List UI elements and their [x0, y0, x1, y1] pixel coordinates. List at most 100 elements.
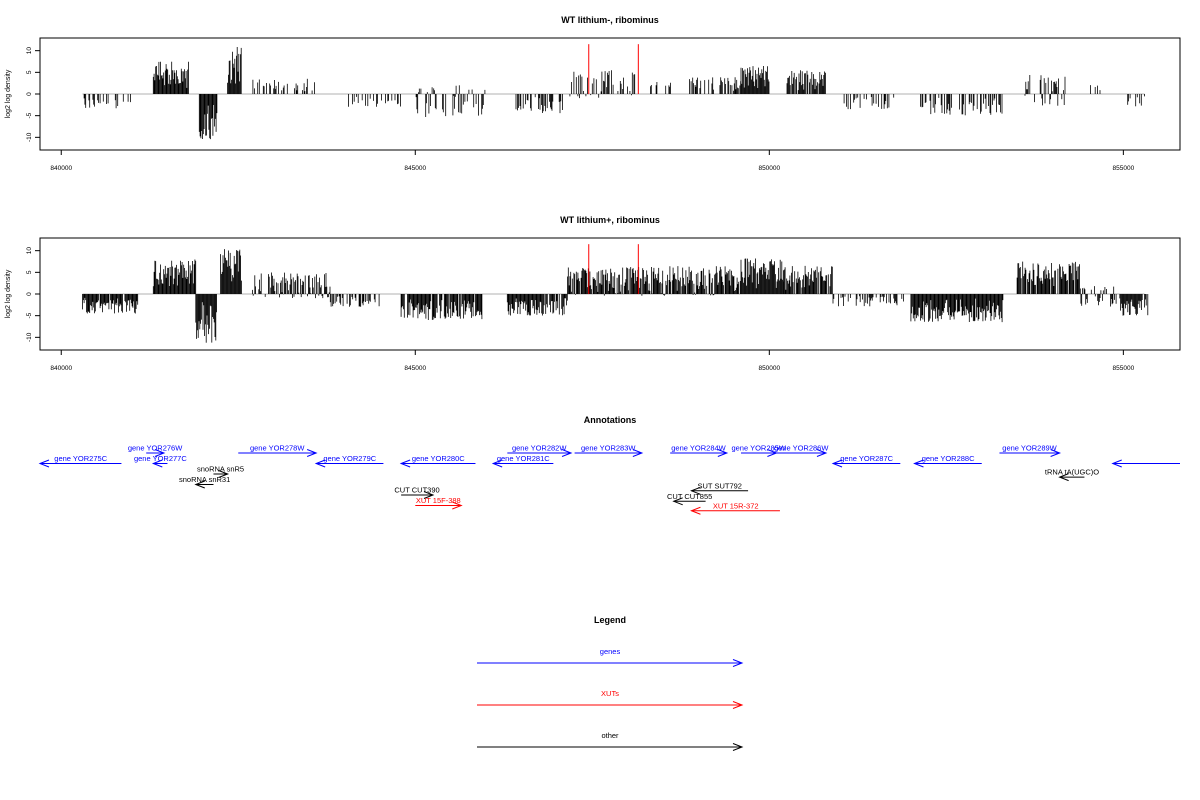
y-tick-label: 5 [26, 270, 33, 274]
panel-title: WT lithium+, ribominus [560, 215, 660, 225]
arrow-head [491, 459, 503, 468]
red-markers [588, 44, 639, 94]
feature-label: snoRNA snR5 [197, 465, 244, 474]
x-tick-label: 845000 [404, 165, 426, 172]
legend-title: Legend [594, 615, 626, 625]
feature-arrow: tRNA tA(UGC)O [1045, 468, 1099, 482]
arrow-head [690, 506, 701, 515]
legend-entry: other [477, 731, 744, 751]
arrow-head [816, 449, 828, 457]
legend-entry: genes [477, 647, 744, 667]
axes: 840000 845000 850000 855000 10 5 0 -5 -10 [26, 247, 1135, 372]
arrow-head [314, 459, 326, 468]
feature-label: CUT CUT855 [667, 492, 712, 501]
legend-label: genes [600, 647, 621, 656]
arrow-head [732, 659, 744, 667]
y-tick-label: 0 [26, 292, 33, 296]
arrow-head [690, 486, 701, 495]
y-tick-label: 5 [26, 70, 33, 74]
arrow-head [672, 497, 683, 506]
feature-arrow: gene YOR278W [238, 444, 318, 457]
feature-label: gene YOR283W [581, 444, 636, 453]
arrow-head [831, 459, 843, 468]
x-tick-label: 855000 [1113, 365, 1135, 372]
feature-label: gene YOR287C [840, 454, 893, 463]
feature-label: tRNA tA(UGC)O [1045, 468, 1099, 477]
feature-arrow: gene YOR286W [774, 444, 829, 457]
arrow-head [306, 449, 318, 457]
feature-arrow: gene YOR277C [134, 454, 187, 468]
annotations-title: Annotations [584, 415, 637, 425]
y-tick-label: -10 [26, 132, 33, 142]
feature-arrow: gene YOR282W [507, 444, 573, 457]
feature-arrow: SUT SUT792 [690, 481, 749, 495]
arrow-head [218, 470, 230, 478]
y-tick-label: -5 [26, 312, 33, 318]
feature-arrow: gene YOR281C [491, 454, 554, 468]
feature-label: gene YOR284W [671, 444, 726, 453]
feature-label: gene YOR279C [323, 454, 376, 463]
feature-arrow: gene YOR275C [38, 454, 122, 468]
legend-entry: XUTs [477, 689, 744, 709]
x-tick-label: 845000 [404, 365, 426, 372]
feature-arrow: snoRNA snR5 [197, 465, 244, 478]
feature-label: snoRNA snR31 [179, 475, 230, 484]
x-tick-label: 850000 [758, 365, 780, 372]
feature-arrow: snoRNA snR31 [179, 475, 230, 489]
arrow-head [423, 491, 435, 499]
feature-arrow: gene YOR283W [574, 444, 644, 457]
coverage-bars [82, 249, 1149, 343]
arrow-head [194, 480, 205, 489]
arrow-head [732, 701, 744, 709]
feature-label: gene YOR277C [134, 454, 187, 463]
y-tick-label: -10 [26, 332, 33, 342]
arrow-head [1058, 473, 1069, 482]
feature-label: gene YOR275C [54, 454, 107, 463]
feature-arrow: gene YOR287C [831, 454, 901, 468]
feature-arrow: XUT 15R-372 [690, 501, 780, 515]
x-tick-label: 840000 [50, 365, 72, 372]
feature-arrow: CUT CUT390 [394, 486, 440, 499]
arrow-head [717, 449, 729, 457]
y-tick-label: 0 [26, 92, 33, 96]
arrow-head [452, 501, 463, 510]
red-markers [588, 244, 639, 294]
arrow-head [399, 459, 411, 468]
feature-label: gene YOR285W [731, 444, 786, 453]
feature-arrow: gene YOR279C [314, 454, 384, 468]
axes: 840000 845000 850000 855000 10 5 0 -5 -10 [26, 47, 1135, 172]
legend-label: XUTs [601, 689, 619, 698]
arrow-head [913, 459, 924, 468]
feature-label: gene YOR280C [412, 454, 465, 463]
feature-label: CUT CUT390 [394, 486, 439, 495]
arrow-head [561, 449, 573, 457]
feature-arrow [1111, 459, 1180, 468]
feature-arrow: gene YOR280C [399, 454, 476, 468]
coverage-panel-lithium-minus: WT lithium-, ribominus log2 log density … [5, 15, 1181, 172]
feature-arrow: gene YOR284W [670, 444, 729, 457]
feature-arrow: gene YOR288C [913, 454, 982, 468]
feature-label: gene YOR282W [512, 444, 567, 453]
arrow-head [1050, 449, 1062, 457]
legend-label: other [601, 731, 619, 740]
feature-arrow: XUT 15F-388 [415, 496, 463, 510]
arrow-head [632, 449, 644, 457]
feature-label: gene YOR288C [922, 454, 975, 463]
x-tick-label: 850000 [758, 165, 780, 172]
x-tick-label: 855000 [1113, 165, 1135, 172]
feature-arrow: gene YOR276W [128, 444, 183, 457]
y-tick-label: -5 [26, 112, 33, 118]
arrow-head [1111, 459, 1122, 468]
feature-arrow: gene YOR289W [999, 444, 1062, 457]
legend-items: genes XUTs other [477, 647, 744, 751]
feature-label: gene YOR289W [1002, 444, 1057, 453]
arrow-head [151, 459, 163, 468]
panel-title: WT lithium-, ribominus [561, 15, 659, 25]
feature-label: SUT SUT792 [698, 481, 742, 490]
arrow-head [38, 459, 50, 468]
feature-label: gene YOR278W [250, 444, 305, 453]
y-axis-label: log2 log density [5, 69, 12, 118]
